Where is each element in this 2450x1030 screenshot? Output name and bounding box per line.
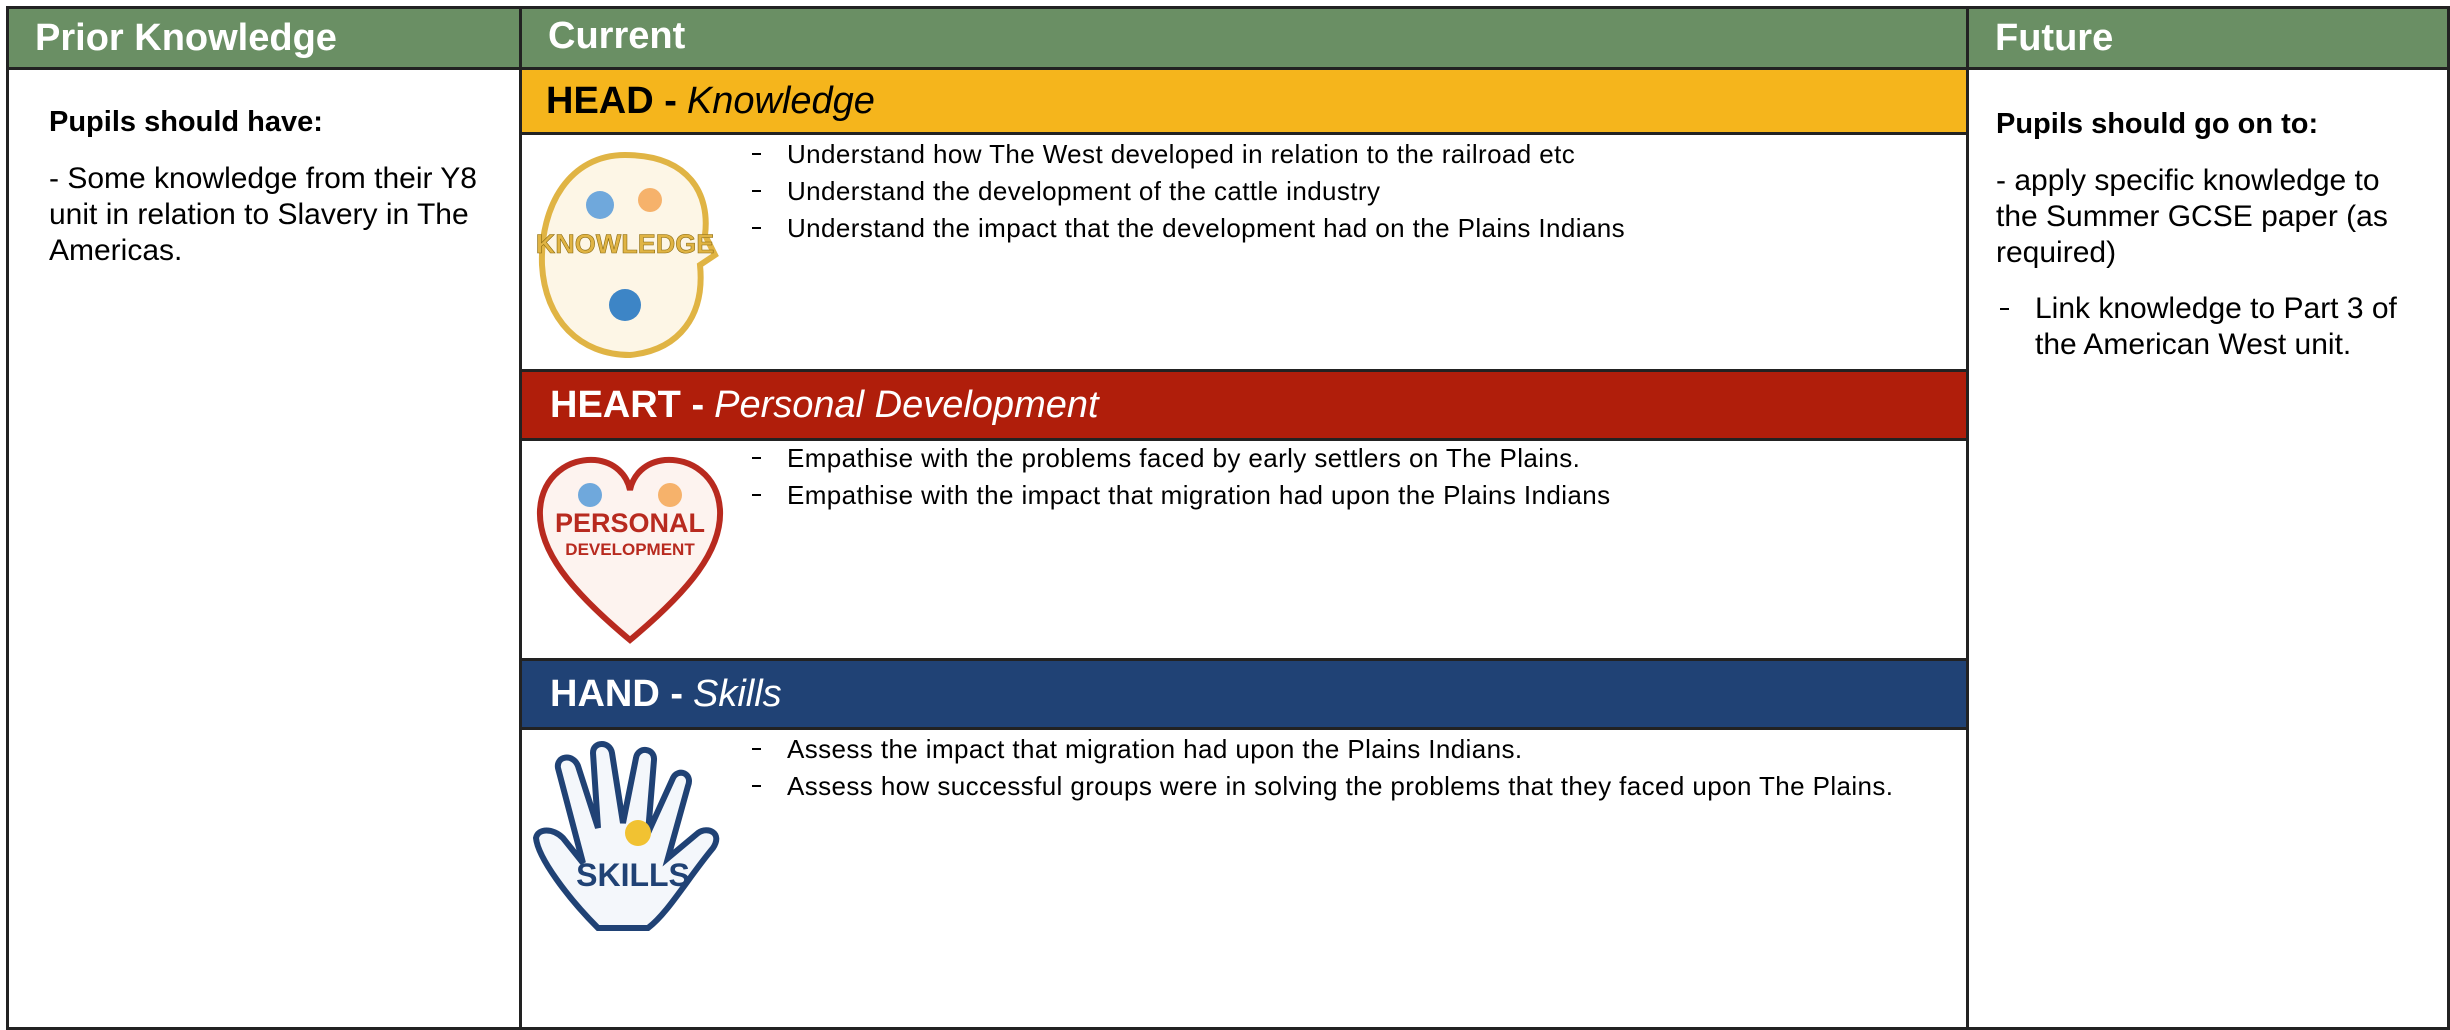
list-item-text: Understand how The West developed in rel… bbox=[787, 139, 1576, 169]
list-item-text: Assess the impact that migration had upo… bbox=[787, 734, 1523, 764]
list-item-text: Assess how successful groups were in sol… bbox=[787, 771, 1894, 801]
bullet-dash bbox=[752, 785, 761, 787]
list-item-text: Understand the development of the cattle… bbox=[787, 176, 1381, 206]
section-subtitle: Skills bbox=[692, 672, 782, 715]
doodle bbox=[658, 483, 682, 507]
list-item: Link knowledge to Part 3 of the American… bbox=[1996, 291, 2399, 363]
hand-bar: HAND - Skills bbox=[522, 658, 1966, 730]
head-bar: HEAD - Knowledge bbox=[522, 67, 1966, 135]
list-item: Empathise with the impact that migration… bbox=[748, 477, 1963, 514]
doodle bbox=[578, 483, 602, 507]
future-text: - apply specific knowledge to the Summer… bbox=[1996, 164, 2388, 269]
list-item: Assess how successful groups were in sol… bbox=[748, 768, 1963, 805]
header-future: Future bbox=[1966, 6, 2450, 70]
future-items: Link knowledge to Part 3 of the American… bbox=[1996, 291, 2419, 363]
list-item-text: Empathise with the problems faced by ear… bbox=[787, 443, 1581, 473]
section-title: HEAD - bbox=[546, 79, 677, 122]
prior-column: Pupils should have: - Some knowledge fro… bbox=[6, 70, 522, 1030]
icon-label: KNOWLEDGE bbox=[536, 229, 715, 259]
skills-icon: SKILLS bbox=[532, 741, 720, 931]
icon-label: DEVELOPMENT bbox=[565, 540, 695, 559]
future-column: Pupils should go on to: - apply specific… bbox=[1966, 70, 2450, 1030]
doodle bbox=[586, 191, 614, 219]
knowledge-icon: KNOWLEDGE bbox=[535, 151, 719, 359]
heart-bar: HEART - Personal Development bbox=[522, 369, 1966, 441]
bullet-dash bbox=[752, 494, 761, 496]
future-heading: Pupils should go on to: bbox=[1996, 108, 2319, 140]
bullet-dash bbox=[2000, 308, 2009, 310]
header-prior: Prior Knowledge bbox=[6, 6, 522, 70]
section-title: HEART - bbox=[550, 383, 705, 426]
list-item-text: Understand the impact that the developme… bbox=[787, 213, 1626, 243]
doodle bbox=[638, 188, 662, 212]
section-subtitle: Personal Development bbox=[714, 383, 1099, 426]
bullet-dash bbox=[752, 153, 761, 155]
bullet-dash bbox=[752, 190, 761, 192]
personal-development-icon: PERSONAL DEVELOPMENT bbox=[536, 456, 724, 644]
doodle bbox=[625, 820, 651, 846]
list-item: Empathise with the problems faced by ear… bbox=[748, 440, 1963, 477]
hand-items: Assess the impact that migration had upo… bbox=[748, 731, 1963, 805]
doodle bbox=[609, 289, 641, 321]
bullet-dash bbox=[752, 457, 761, 459]
bullet-dash bbox=[752, 227, 761, 229]
heart-items: Empathise with the problems faced by ear… bbox=[748, 440, 1963, 514]
list-item: Understand the development of the cattle… bbox=[748, 173, 1963, 210]
head-items: Understand how The West developed in rel… bbox=[748, 136, 1963, 247]
list-item: Assess the impact that migration had upo… bbox=[748, 731, 1963, 768]
section-subtitle: Knowledge bbox=[686, 79, 875, 122]
list-item: Understand the impact that the developme… bbox=[748, 210, 1963, 247]
icon-label: SKILLS bbox=[576, 857, 690, 893]
head-shape bbox=[538, 151, 719, 359]
prior-heading: Pupils should have: bbox=[49, 106, 323, 138]
section-title: HAND - bbox=[550, 672, 683, 715]
list-item: Understand how The West developed in rel… bbox=[748, 136, 1963, 173]
prior-text: - Some knowledge from their Y8 unit in r… bbox=[49, 162, 477, 267]
list-item-text: Empathise with the impact that migration… bbox=[787, 480, 1611, 510]
list-item-text: Link knowledge to Part 3 of the American… bbox=[2035, 292, 2397, 361]
header-current: Current bbox=[519, 6, 1969, 70]
icon-label: PERSONAL bbox=[555, 508, 705, 538]
bullet-dash bbox=[752, 748, 761, 750]
